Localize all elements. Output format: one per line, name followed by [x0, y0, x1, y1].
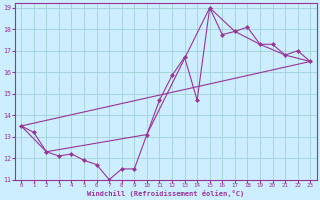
X-axis label: Windchill (Refroidissement éolien,°C): Windchill (Refroidissement éolien,°C): [87, 190, 244, 197]
